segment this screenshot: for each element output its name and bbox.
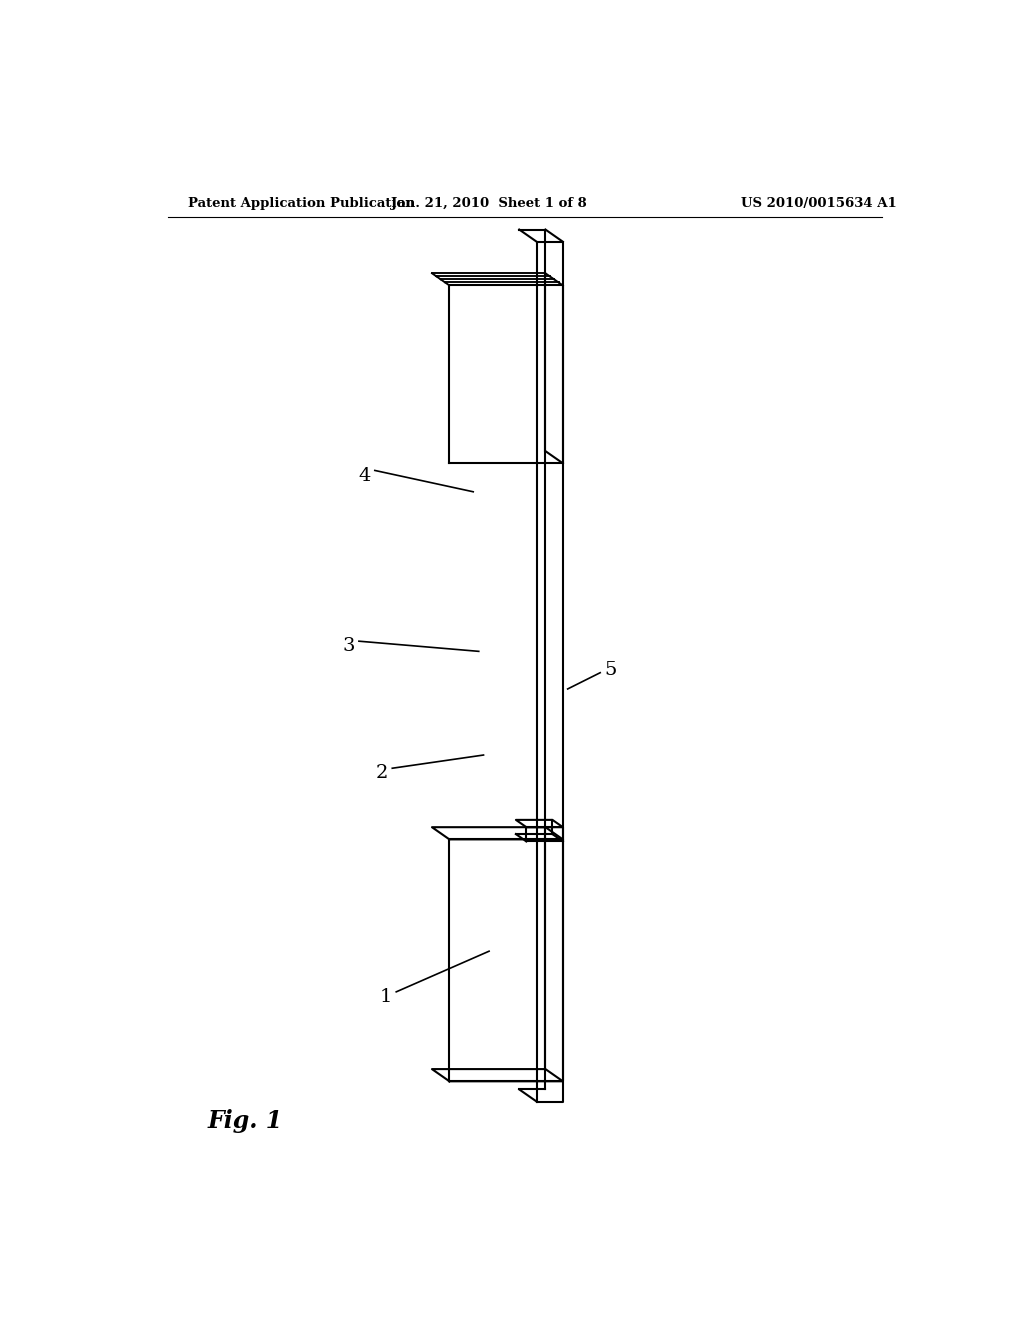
Text: 2: 2 <box>376 764 388 783</box>
Text: 3: 3 <box>342 638 355 655</box>
Text: Jan. 21, 2010  Sheet 1 of 8: Jan. 21, 2010 Sheet 1 of 8 <box>391 197 587 210</box>
Text: 1: 1 <box>380 987 392 1006</box>
Text: 5: 5 <box>604 660 616 678</box>
Text: 4: 4 <box>358 466 371 484</box>
Text: Fig. 1: Fig. 1 <box>207 1109 283 1133</box>
Text: Patent Application Publication: Patent Application Publication <box>187 197 415 210</box>
Text: US 2010/0015634 A1: US 2010/0015634 A1 <box>740 197 896 210</box>
